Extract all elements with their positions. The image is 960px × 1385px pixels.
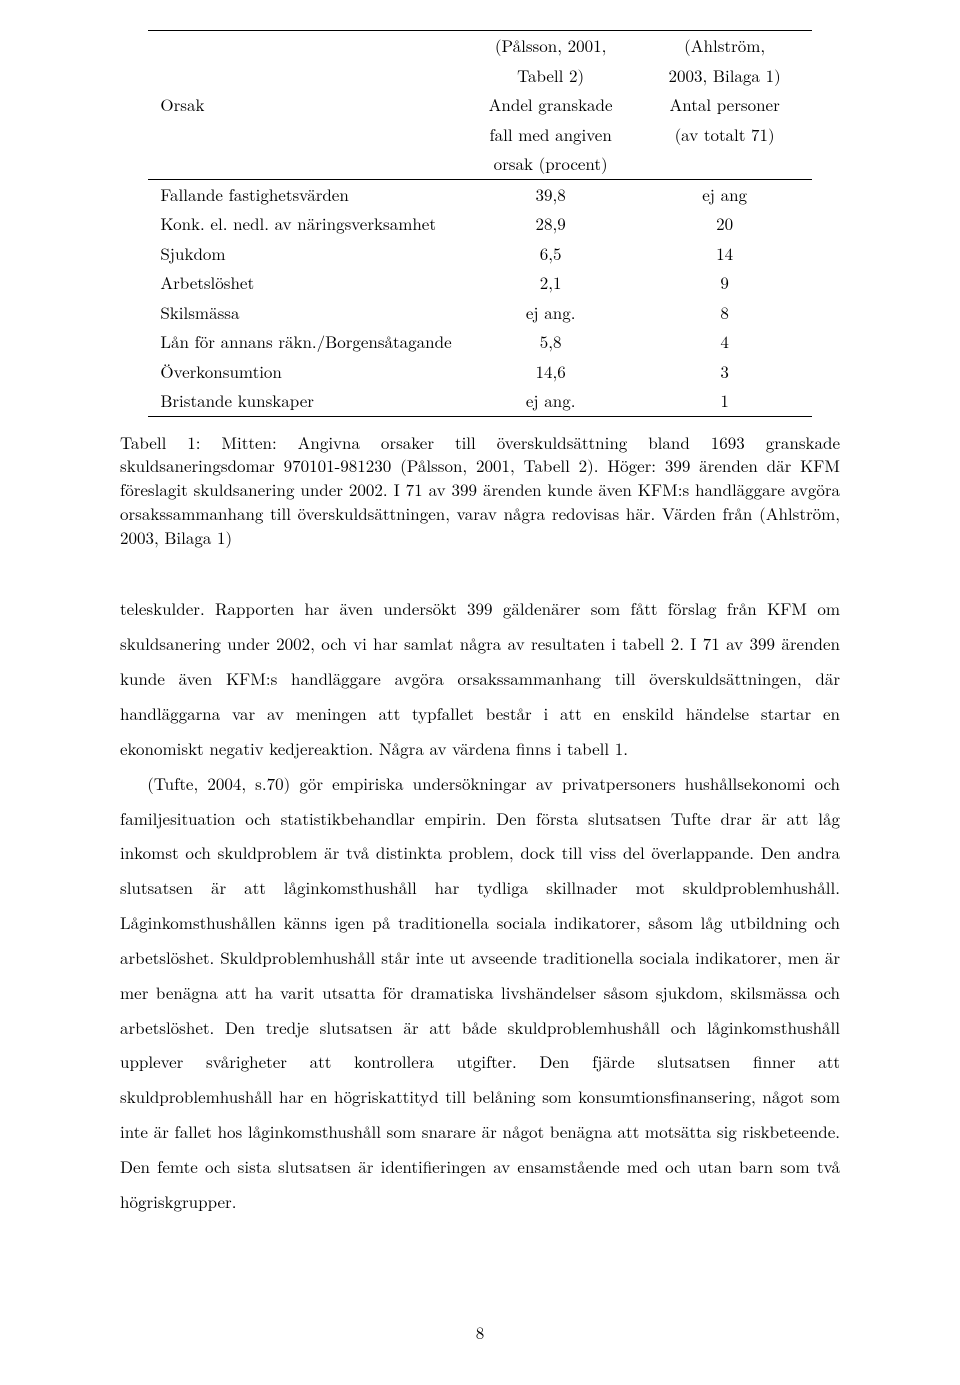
table-cell-orsak: Bristande kunskaper <box>148 386 463 416</box>
table-header-c2-l2: 2003, Bilaga 1) <box>638 61 812 91</box>
table-cell-c2: 20 <box>638 209 812 239</box>
page-number: 8 <box>0 1320 960 1346</box>
table-cell-c2: 8 <box>638 298 812 328</box>
table-caption: Tabell 1: Mitten: Angivna orsaker till ö… <box>120 431 840 550</box>
table-cell-orsak: Konk. el. nedl. av näringsverksamhet <box>148 209 463 239</box>
table-row: Konk. el. nedl. av näringsverksamhet 28,… <box>148 209 811 239</box>
table-cell-orsak: Arbetslöshet <box>148 268 463 298</box>
table-cell-c2: 4 <box>638 327 812 357</box>
table-cell-orsak: Fallande fastighetsvärden <box>148 179 463 209</box>
table-header-c2-l4: (av totalt 71) <box>638 120 812 150</box>
table-cell-c2: 14 <box>638 239 812 269</box>
table-cell-c2: 1 <box>638 386 812 416</box>
body-paragraph-2: (Tufte, 2004, s.70) gör empiriska unders… <box>120 766 840 1219</box>
table-cell-c1: 28,9 <box>464 209 638 239</box>
table-header-c1-l4: fall med angiven <box>464 120 638 150</box>
table-row: Fallande fastighetsvärden 39,8 ej ang <box>148 179 811 209</box>
table-cell-c1: 6,5 <box>464 239 638 269</box>
table-header-c1-l5: orsak (procent) <box>464 149 638 179</box>
table-row: Överkonsumtion 14,6 3 <box>148 357 811 387</box>
table-cell-orsak: Överkonsumtion <box>148 357 463 387</box>
table-cell-c1: 5,8 <box>464 327 638 357</box>
table-header-c1-l1: (Pålsson, 2001, <box>464 31 638 61</box>
table-header-c2-l3: Antal personer <box>638 90 812 120</box>
table-cell-c2: 9 <box>638 268 812 298</box>
table-row: Lån för annans räkn./Borgensåtagande 5,8… <box>148 327 811 357</box>
table-header-orsak: Orsak <box>148 90 463 120</box>
body-paragraph-1: teleskulder. Rapporten har även undersök… <box>120 591 840 765</box>
table-cell-orsak: Sjukdom <box>148 239 463 269</box>
table-cell-orsak: Skilsmässa <box>148 298 463 328</box>
data-table: (Pålsson, 2001, (Ahlström, Tabell 2) 200… <box>148 30 811 417</box>
table-cell-c2: 3 <box>638 357 812 387</box>
table-cell-c1: 2,1 <box>464 268 638 298</box>
table-header-c2-l1: (Ahlström, <box>638 31 812 61</box>
table-header-c1-l2: Tabell 2) <box>464 61 638 91</box>
table-row: Bristande kunskaper ej ang. 1 <box>148 386 811 416</box>
table-header-c1-l3: Andel granskade <box>464 90 638 120</box>
table-cell-orsak: Lån för annans räkn./Borgensåtagande <box>148 327 463 357</box>
table-row: Arbetslöshet 2,1 9 <box>148 268 811 298</box>
table-cell-c1: 39,8 <box>464 179 638 209</box>
table-row: Sjukdom 6,5 14 <box>148 239 811 269</box>
table-cell-c2: ej ang <box>638 179 812 209</box>
table-cell-c1: ej ang. <box>464 386 638 416</box>
table-row: Skilsmässa ej ang. 8 <box>148 298 811 328</box>
table-cell-c1: ej ang. <box>464 298 638 328</box>
table-cell-c1: 14,6 <box>464 357 638 387</box>
